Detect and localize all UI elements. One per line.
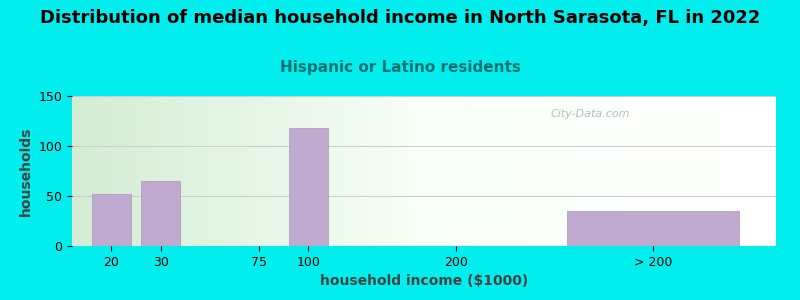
Y-axis label: households: households [19, 126, 33, 216]
Text: Distribution of median household income in North Sarasota, FL in 2022: Distribution of median household income … [40, 9, 760, 27]
Bar [289, 128, 328, 246]
Bar [566, 211, 739, 246]
Text: City-Data.com: City-Data.com [550, 109, 630, 119]
Text: Hispanic or Latino residents: Hispanic or Latino residents [279, 60, 521, 75]
Bar [92, 194, 131, 246]
Bar [141, 181, 180, 246]
X-axis label: household income ($1000): household income ($1000) [320, 274, 528, 288]
